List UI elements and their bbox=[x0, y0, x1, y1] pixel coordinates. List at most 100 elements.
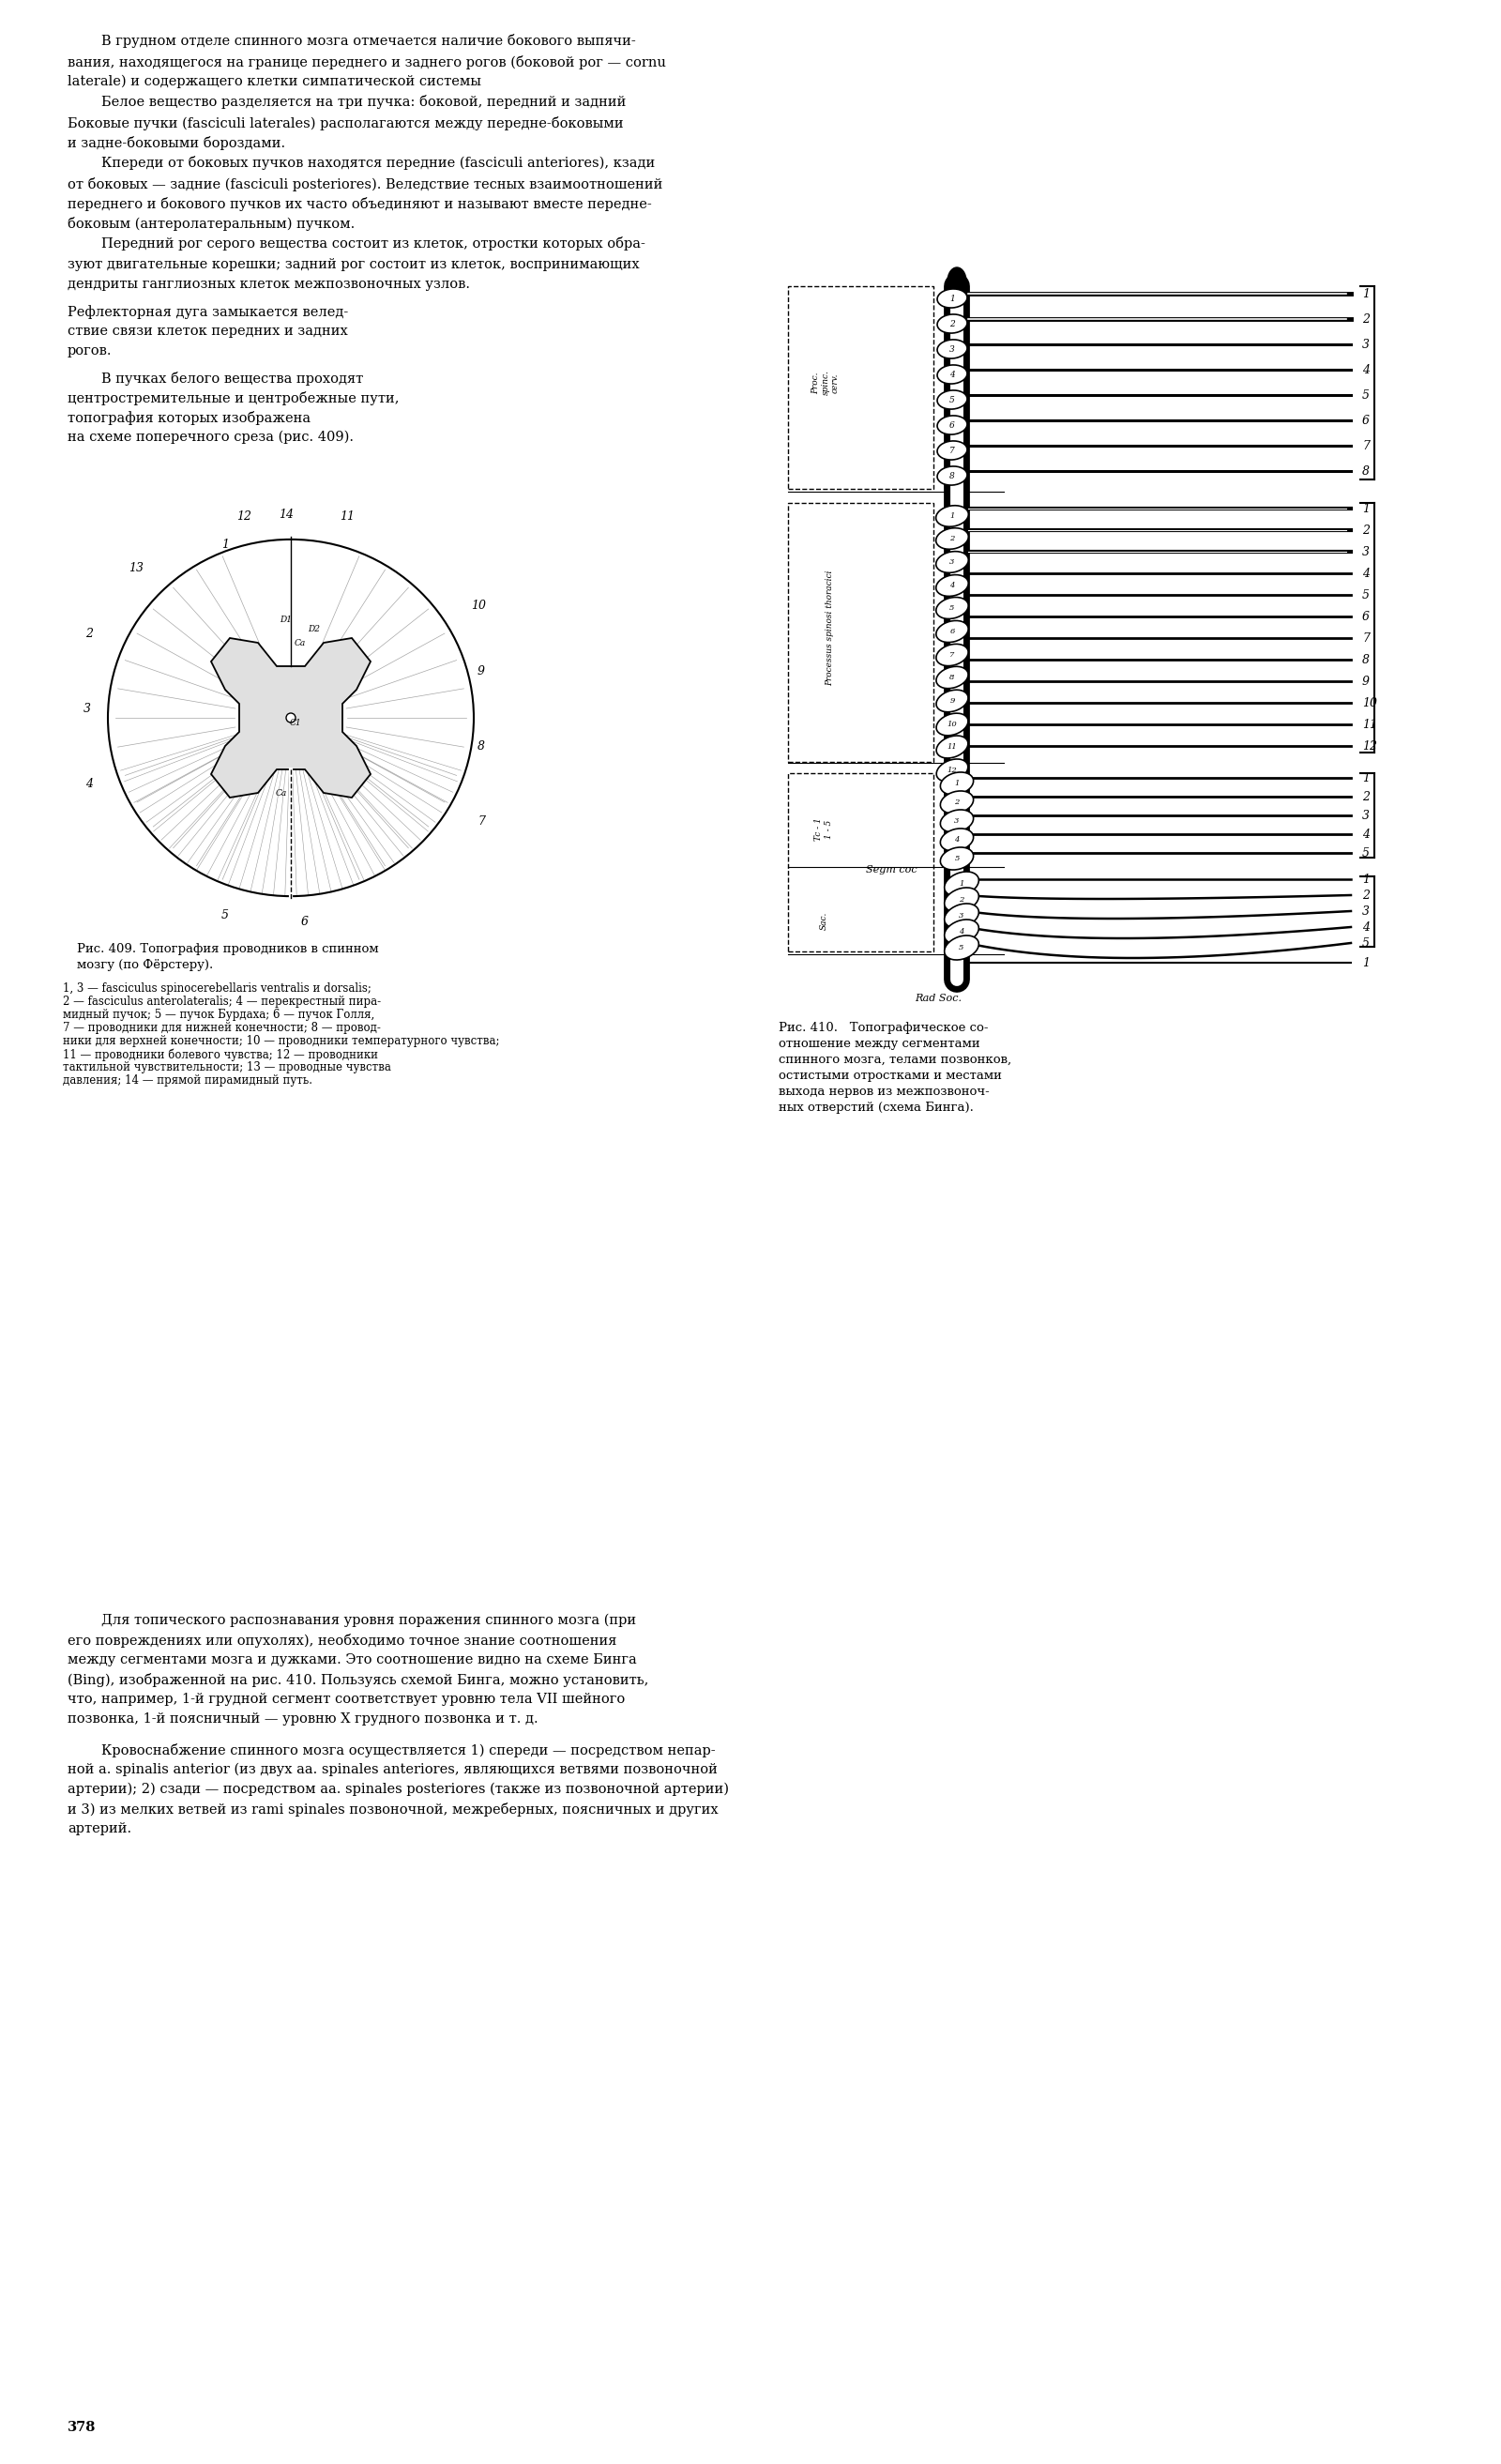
Text: вания, находящегося на границе переднего и заднего рогов (боковой рог — cornu: вания, находящегося на границе переднего… bbox=[68, 54, 666, 69]
Text: 11: 11 bbox=[947, 744, 958, 752]
Text: рогов.: рогов. bbox=[68, 345, 113, 357]
Text: на схеме поперечного среза (рис. 409).: на схеме поперечного среза (рис. 409). bbox=[68, 431, 354, 444]
Text: Tc - 1
1 - 5: Tc - 1 1 - 5 bbox=[815, 818, 833, 840]
Text: 2: 2 bbox=[1363, 525, 1369, 537]
Ellipse shape bbox=[937, 552, 968, 572]
Ellipse shape bbox=[944, 904, 979, 929]
Ellipse shape bbox=[944, 936, 979, 961]
Text: 5: 5 bbox=[959, 944, 964, 951]
Ellipse shape bbox=[937, 527, 968, 549]
Text: В пучках белого вещества проходят: В пучках белого вещества проходят bbox=[102, 372, 363, 387]
Text: 6: 6 bbox=[1363, 414, 1369, 426]
Bar bbox=[788, 286, 934, 488]
Text: 5: 5 bbox=[1363, 848, 1369, 860]
Text: Для топического распознавания уровня поражения спинного мозга (при: Для топического распознавания уровня пор… bbox=[102, 1614, 636, 1626]
Ellipse shape bbox=[937, 505, 968, 527]
Text: Sac.: Sac. bbox=[820, 912, 829, 929]
Text: 7 — проводники для нижней конечности; 8 — провод-: 7 — проводники для нижней конечности; 8 … bbox=[63, 1023, 381, 1035]
Text: 3: 3 bbox=[950, 345, 955, 352]
Text: дендриты ганглиозных клеток межпозвоночных узлов.: дендриты ганглиозных клеток межпозвоночн… bbox=[68, 278, 470, 291]
Text: laterale) и содержащего клетки симпатической системы: laterale) и содержащего клетки симпатиче… bbox=[68, 74, 482, 89]
Bar bbox=[788, 503, 934, 761]
Text: 2: 2 bbox=[1363, 791, 1369, 803]
Ellipse shape bbox=[944, 887, 979, 912]
Text: Ca: Ca bbox=[276, 788, 287, 796]
Ellipse shape bbox=[937, 690, 968, 712]
Text: Рис. 410.   Топографическое со-: Рис. 410. Топографическое со- bbox=[779, 1023, 988, 1035]
Text: между сегментами мозга и дужками. Это соотношение видно на схеме Бинга: между сегментами мозга и дужками. Это со… bbox=[68, 1653, 636, 1666]
Text: 7: 7 bbox=[1363, 631, 1369, 643]
Text: и 3) из мелких ветвей из rami spinales позвоночной, межреберных, поясничных и др: и 3) из мелких ветвей из rami spinales п… bbox=[68, 1804, 719, 1816]
Text: 5: 5 bbox=[1363, 389, 1369, 402]
Text: 1, 3 — fasciculus spinocerebellaris ventralis и dorsalis;: 1, 3 — fasciculus spinocerebellaris vent… bbox=[63, 983, 371, 995]
Text: 2: 2 bbox=[950, 535, 955, 542]
Ellipse shape bbox=[937, 340, 967, 357]
Text: 5: 5 bbox=[222, 909, 228, 922]
Text: 3: 3 bbox=[959, 912, 964, 919]
Text: Rad Soc.: Rad Soc. bbox=[914, 993, 962, 1003]
Text: 3: 3 bbox=[955, 818, 959, 825]
Text: 11 — проводники болевого чувства; 12 — проводники: 11 — проводники болевого чувства; 12 — п… bbox=[63, 1047, 378, 1062]
Ellipse shape bbox=[940, 811, 974, 833]
Ellipse shape bbox=[937, 759, 968, 781]
Text: Рефлекторная дуга замыкается велед-: Рефлекторная дуга замыкается велед- bbox=[68, 306, 348, 318]
Text: 378: 378 bbox=[68, 2420, 96, 2434]
Ellipse shape bbox=[937, 574, 968, 596]
Text: 1: 1 bbox=[222, 537, 228, 549]
Text: 5: 5 bbox=[1363, 936, 1369, 949]
Text: 7: 7 bbox=[950, 650, 955, 658]
Ellipse shape bbox=[937, 288, 967, 308]
Text: 2 — fasciculus anterolateralis; 4 — перекрестный пира-: 2 — fasciculus anterolateralis; 4 — пере… bbox=[63, 995, 381, 1008]
Text: D1: D1 bbox=[281, 616, 293, 623]
Text: 7: 7 bbox=[950, 446, 955, 456]
Text: 7: 7 bbox=[477, 816, 485, 828]
Text: 1: 1 bbox=[1363, 771, 1369, 784]
Text: 6: 6 bbox=[950, 421, 955, 429]
Text: Боковые пучки (fasciculi laterales) располагаются между передне-боковыми: Боковые пучки (fasciculi laterales) расп… bbox=[68, 116, 623, 131]
Text: 4: 4 bbox=[955, 835, 959, 843]
Text: C1: C1 bbox=[290, 719, 302, 727]
Text: 9: 9 bbox=[950, 697, 955, 705]
Text: Белое вещество разделяется на три пучка: боковой, передний и задний: Белое вещество разделяется на три пучка:… bbox=[102, 94, 626, 108]
Text: 3: 3 bbox=[950, 559, 955, 567]
Text: 11: 11 bbox=[1363, 719, 1378, 729]
Text: 3: 3 bbox=[84, 702, 92, 715]
Text: 2: 2 bbox=[86, 628, 93, 641]
Text: остистыми отростками и местами: остистыми отростками и местами bbox=[779, 1069, 1001, 1082]
Text: 1: 1 bbox=[955, 779, 959, 786]
Ellipse shape bbox=[937, 365, 967, 384]
Text: 10: 10 bbox=[1363, 697, 1378, 710]
Text: 10: 10 bbox=[947, 719, 958, 729]
Text: артерии); 2) сзади — посредством aa. spinales posteriores (также из позвоночной : артерии); 2) сзади — посредством aa. spi… bbox=[68, 1784, 729, 1796]
Text: Передний рог серого вещества состоит из клеток, отростки которых обра-: Передний рог серого вещества состоит из … bbox=[102, 237, 645, 251]
Text: 2: 2 bbox=[955, 798, 959, 806]
Text: 1: 1 bbox=[959, 880, 964, 887]
Text: мидный пучок; 5 — пучок Бурдаха; 6 — пучок Голля,: мидный пучок; 5 — пучок Бурдаха; 6 — пуч… bbox=[63, 1008, 375, 1020]
Text: 3: 3 bbox=[1363, 904, 1369, 917]
Text: 12: 12 bbox=[1363, 739, 1378, 752]
Text: 1: 1 bbox=[1363, 872, 1369, 885]
Text: 1: 1 bbox=[950, 293, 955, 303]
Text: В грудном отделе спинного мозга отмечается наличие бокового выпячи-: В грудном отделе спинного мозга отмечает… bbox=[102, 34, 636, 47]
Ellipse shape bbox=[937, 466, 967, 485]
Text: 2: 2 bbox=[959, 897, 964, 904]
Text: позвонка, 1-й поясничный — уровню X грудного позвонка и т. д.: позвонка, 1-й поясничный — уровню X груд… bbox=[68, 1712, 539, 1725]
Ellipse shape bbox=[947, 269, 967, 296]
Ellipse shape bbox=[937, 416, 967, 434]
Text: 8: 8 bbox=[1363, 653, 1369, 665]
Ellipse shape bbox=[940, 791, 974, 813]
Ellipse shape bbox=[937, 596, 968, 618]
Ellipse shape bbox=[937, 315, 967, 333]
Text: 4: 4 bbox=[950, 370, 955, 379]
Text: 6: 6 bbox=[950, 628, 955, 636]
Ellipse shape bbox=[944, 919, 979, 944]
Text: 1: 1 bbox=[1363, 288, 1369, 301]
Text: 1: 1 bbox=[1363, 956, 1369, 968]
Text: 2: 2 bbox=[950, 320, 955, 328]
Bar bbox=[788, 774, 934, 951]
Text: 12: 12 bbox=[947, 766, 958, 774]
Text: 10: 10 bbox=[471, 599, 486, 611]
Text: 12: 12 bbox=[237, 510, 252, 522]
Text: 8: 8 bbox=[950, 673, 955, 680]
Text: артерий.: артерий. bbox=[68, 1823, 132, 1836]
